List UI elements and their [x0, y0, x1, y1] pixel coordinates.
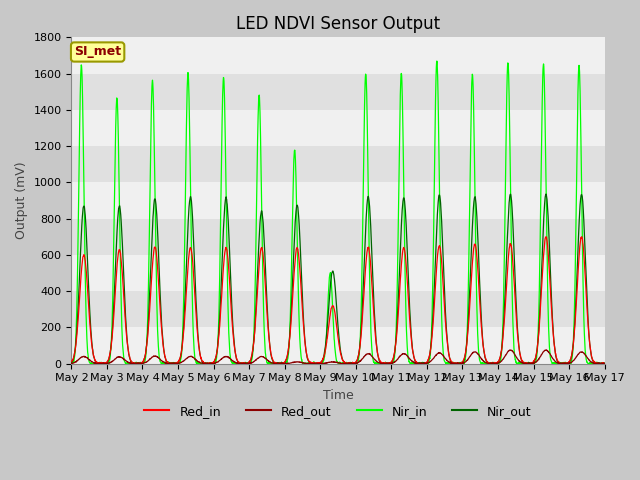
Nir_in	[95, 360, 102, 366]
Nir_in	[327, 274, 335, 279]
Nir_out	[488, 360, 495, 366]
Red_out	[601, 361, 609, 367]
Nir_in	[586, 361, 593, 367]
Line: Nir_out: Nir_out	[72, 194, 605, 364]
Bar	[72, 146, 605, 182]
Bar	[72, 255, 605, 291]
Title: LED NDVI Sensor Output: LED NDVI Sensor Output	[236, 15, 440, 33]
Nir_out	[95, 360, 102, 366]
Red_in	[95, 360, 102, 366]
Bar	[72, 182, 605, 219]
Line: Nir_in: Nir_in	[72, 61, 605, 364]
Red_in	[586, 338, 593, 344]
Line: Red_in: Red_in	[72, 237, 605, 364]
Nir_in	[488, 361, 495, 367]
Legend: Red_in, Red_out, Nir_in, Nir_out: Red_in, Red_out, Nir_in, Nir_out	[140, 400, 537, 423]
Red_in	[488, 360, 495, 366]
Nir_in	[433, 58, 441, 64]
Nir_out	[586, 337, 593, 343]
Red_out	[488, 361, 495, 367]
Red_out	[68, 361, 76, 367]
Red_in	[313, 361, 321, 367]
Nir_out	[94, 361, 102, 367]
Bar	[72, 219, 605, 255]
Nir_out	[68, 359, 76, 365]
Bar	[72, 327, 605, 364]
Red_in	[601, 361, 609, 367]
Red_in	[586, 341, 593, 347]
Red_out	[586, 358, 593, 363]
Text: SI_met: SI_met	[74, 46, 121, 59]
Bar	[72, 73, 605, 110]
Nir_out	[586, 341, 593, 347]
Bar	[72, 291, 605, 327]
Nir_in	[601, 360, 609, 366]
Red_out	[327, 359, 335, 365]
Red_in	[95, 361, 102, 367]
Nir_out	[327, 277, 335, 283]
Nir_in	[68, 360, 76, 366]
Red_out	[313, 360, 321, 366]
Bar	[72, 110, 605, 146]
Red_out	[95, 361, 102, 367]
Nir_in	[313, 360, 321, 366]
Nir_out	[542, 191, 550, 197]
Nir_out	[601, 360, 609, 366]
Y-axis label: Output (mV): Output (mV)	[15, 162, 28, 240]
Nir_in	[586, 360, 593, 366]
Line: Red_out: Red_out	[72, 350, 605, 364]
Red_out	[586, 358, 593, 363]
Nir_out	[313, 360, 321, 366]
Bar	[72, 37, 605, 73]
Red_out	[93, 361, 100, 367]
Red_in	[327, 307, 335, 312]
Red_in	[68, 359, 76, 364]
Nir_in	[68, 361, 76, 367]
X-axis label: Time: Time	[323, 389, 353, 402]
Red_out	[543, 347, 550, 353]
Red_in	[542, 234, 550, 240]
